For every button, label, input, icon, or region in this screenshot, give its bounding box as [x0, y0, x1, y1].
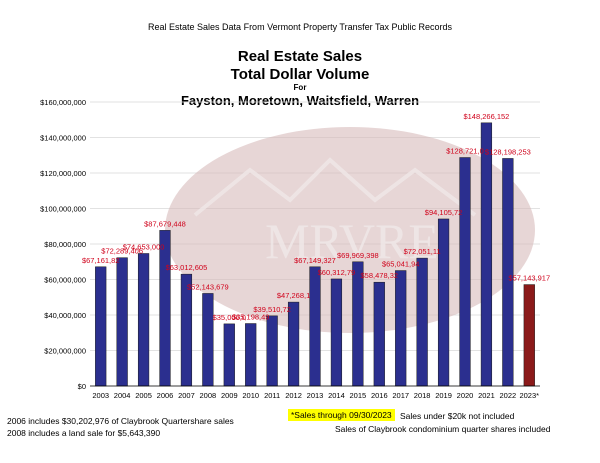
bar-2012	[287, 301, 300, 387]
x-tick-label: 2013	[307, 391, 324, 400]
chart-title-line4: Fayston, Moretown, Waitsfield, Warren	[180, 93, 420, 108]
data-label: $94,105,72	[425, 208, 463, 217]
x-tick-label: 2021	[478, 391, 495, 400]
data-label: $72,289,406	[101, 247, 143, 256]
watermark-mountains	[193, 157, 477, 217]
bar-2019	[437, 218, 450, 387]
x-tick-label: 2016	[371, 391, 388, 400]
bar-2015	[352, 261, 364, 387]
bar-2008	[202, 293, 214, 387]
x-tick-label: 2012	[285, 391, 302, 400]
chart-title-line3: For	[293, 83, 307, 92]
bar-2004	[116, 257, 128, 387]
data-label: $39,510,72	[253, 305, 291, 314]
x-tick-label: 2008	[200, 391, 217, 400]
bar-2013	[309, 266, 321, 387]
data-label: $128,721,0	[446, 147, 484, 156]
y-tick-label: $60,000,000	[44, 276, 86, 285]
y-tick-label: $0	[78, 382, 86, 391]
data-label: $52,143,679	[187, 282, 229, 291]
x-tick-label: 2015	[350, 391, 367, 400]
x-tick-label: 2017	[392, 391, 409, 400]
x-tick-label: 2014	[328, 391, 345, 400]
watermark-text: MRVRE	[265, 213, 439, 269]
bar-2009	[223, 323, 235, 387]
bar-2018	[416, 257, 428, 387]
data-label: $65,041,94	[382, 260, 420, 269]
y-axis-labels: $0 $20,000,000 $40,000,000 $60,000,000 $80,0…	[40, 98, 86, 391]
data-label: $148,266,152	[463, 112, 509, 121]
x-tick-label: 2009	[221, 391, 238, 400]
x-tick-label: 2011	[264, 391, 280, 400]
data-label: $87,679,448	[144, 219, 186, 228]
data-label: $60,312,79	[318, 268, 356, 277]
bar-2003	[95, 266, 107, 387]
note-quarter-shares: Sales of Claybrook condominium quarter s…	[335, 424, 551, 434]
y-tick-label: $100,000,000	[40, 205, 86, 214]
data-label: $47,268,1	[277, 291, 310, 300]
bar-2011	[266, 315, 278, 387]
bar-2017	[395, 270, 407, 387]
x-tick-label: 2022	[500, 391, 517, 400]
data-label: $74,653,000	[123, 242, 165, 251]
bar-2014	[330, 278, 343, 387]
watermark-logo: MRVRE	[165, 127, 535, 333]
x-axis-labels: 2003 2004 2005 2006 2007 2008 2009 2010 2011 2012…	[92, 391, 539, 400]
highlight-note: *Sales through 09/30/2023	[288, 409, 395, 421]
footnote-claybrook: 2006 includes $30,202,976 of Claybrook Q…	[7, 416, 234, 426]
y-tick-label: $120,000,000	[40, 169, 86, 178]
data-label: $69,969,398	[337, 251, 379, 260]
bars	[95, 122, 535, 387]
chart-title-line1: Real Estate Sales	[237, 48, 363, 65]
data-label: $128,198,253	[485, 147, 531, 156]
data-label: $35,198,49	[232, 313, 270, 322]
y-tick-label: $140,000,000	[40, 134, 86, 143]
bar-2022	[502, 158, 514, 387]
x-tick-label: 2006	[157, 391, 174, 400]
y-tick-label: $160,000,000	[40, 98, 86, 107]
x-tick-label: 2003	[92, 391, 109, 400]
y-tick-label: $80,000,000	[44, 240, 86, 249]
data-label: $35,006,0	[213, 313, 246, 322]
footnote-land-sale: 2008 includes a land sale for $5,643,390	[7, 428, 161, 438]
bar-2016	[373, 281, 385, 387]
y-tick-label: $40,000,000	[44, 311, 86, 320]
data-label: $58,478,32	[361, 271, 399, 280]
x-tick-label: 2020	[457, 391, 474, 400]
data-labels: $67,161,82$72,289,406$74,653,000 $87,679,…	[82, 112, 550, 322]
bar-2023*	[523, 284, 535, 387]
x-tick-label: 2010	[242, 391, 259, 400]
x-tick-label: 2019	[435, 391, 452, 400]
x-tick-label: 2007	[178, 391, 195, 400]
bar-2020	[459, 157, 471, 387]
bar-2021	[480, 122, 493, 387]
data-label: $67,149,327	[294, 256, 336, 265]
data-label: $72,051,11	[404, 247, 441, 256]
data-label: $57,143,917	[508, 274, 550, 283]
y-tick-label: $20,000,000	[44, 347, 86, 356]
x-tick-label: 2005	[135, 391, 152, 400]
x-tick-label: 2023*	[519, 391, 539, 400]
bar-2010	[245, 323, 257, 387]
source-line: Real Estate Sales Data From Vermont Prop…	[148, 22, 452, 32]
x-tick-label: 2004	[114, 391, 131, 400]
x-tick-label: 2018	[414, 391, 431, 400]
chart-title-line2: Total Dollar Volume	[230, 66, 370, 83]
data-label: $63,012,605	[166, 263, 208, 272]
note-under-20k: Sales under $20k not included	[400, 411, 515, 421]
bar-2006	[159, 230, 171, 387]
data-label: $67,161,82	[82, 256, 120, 265]
bar-2005	[137, 253, 150, 387]
